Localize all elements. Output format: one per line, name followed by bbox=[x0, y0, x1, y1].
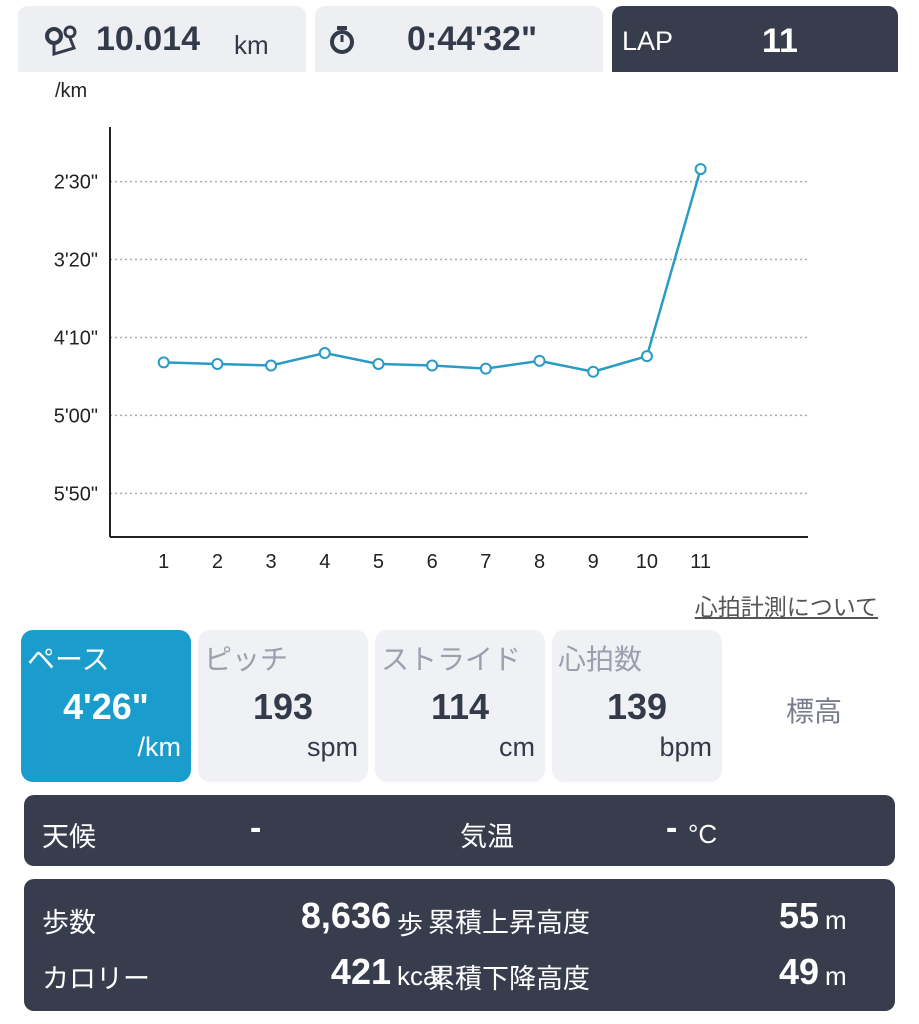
tab-unit: spm bbox=[306, 732, 358, 762]
distance-icon bbox=[45, 25, 77, 57]
tab-value: 193 bbox=[252, 686, 314, 727]
tab-value: 4'26" bbox=[63, 686, 149, 727]
y-tick-label: 4'10" bbox=[54, 327, 98, 349]
stat-unit: 歩 bbox=[397, 910, 424, 940]
stat-unit: m bbox=[825, 905, 847, 935]
x-tick-label: 6 bbox=[427, 551, 438, 573]
lap-number: 11 bbox=[762, 22, 798, 60]
tab-label: 心拍数 bbox=[558, 644, 643, 675]
stat-value-wrap: 8,636 歩 bbox=[300, 895, 423, 940]
x-tick-label: 3 bbox=[266, 551, 277, 573]
x-tick-label: 7 bbox=[480, 551, 491, 573]
y-unit: /km bbox=[55, 80, 87, 102]
stopwatch-icon bbox=[330, 26, 354, 54]
temp-label: 気温 bbox=[460, 822, 514, 852]
pace-point bbox=[318, 347, 331, 360]
stat-label: 歩数 bbox=[42, 908, 96, 938]
pace-point bbox=[533, 354, 546, 367]
time-card: 0:44'32" bbox=[315, 6, 603, 72]
stat-value: 49 bbox=[778, 951, 819, 992]
tab-unit: cm bbox=[499, 732, 535, 762]
x-tick-label: 1 bbox=[158, 551, 169, 573]
tab-unit: /km bbox=[137, 732, 182, 762]
stat-value: 55 bbox=[778, 895, 819, 936]
weather-label: 天候 bbox=[42, 822, 96, 852]
stat-label: 累積上昇高度 bbox=[428, 908, 590, 938]
metric-tab[interactable]: 心拍数 139 bpm bbox=[552, 630, 722, 782]
heart-rate-link[interactable]: 心拍計測について bbox=[694, 594, 878, 620]
stat-unit: m bbox=[825, 961, 847, 991]
metric-tab[interactable]: ピッチ 193 spm bbox=[198, 630, 368, 782]
temp-unit: °C bbox=[688, 819, 718, 849]
stat-value-wrap: 55 m bbox=[778, 895, 847, 937]
x-tick-label: 10 bbox=[636, 551, 658, 573]
pace-point bbox=[265, 359, 278, 372]
x-tick-label: 4 bbox=[319, 551, 330, 573]
stat-label: カロリー bbox=[42, 964, 150, 994]
stat-unit: kcal bbox=[397, 961, 444, 991]
weather-panel: 天候 - 気温 - °C bbox=[24, 795, 895, 866]
x-tick-label: 2 bbox=[212, 551, 223, 573]
elapsed-time: 0:44'32" bbox=[407, 20, 538, 58]
tab-label: ピッチ bbox=[204, 644, 289, 675]
tab-value: 114 bbox=[430, 686, 490, 727]
x-tick-label: 11 bbox=[690, 551, 711, 573]
distance-unit: km bbox=[234, 30, 269, 60]
tab-value: 139 bbox=[606, 686, 668, 727]
tab-label: ストライド bbox=[381, 644, 522, 675]
stat-label: 累積下降高度 bbox=[428, 964, 590, 994]
pace-point bbox=[372, 357, 385, 370]
stat-value: 8,636 bbox=[300, 895, 391, 936]
pace-point bbox=[640, 350, 653, 363]
y-tick-label: 5'50" bbox=[54, 483, 98, 505]
pace-point bbox=[426, 359, 439, 372]
pace-point bbox=[694, 163, 707, 176]
x-tick-label: 5 bbox=[373, 551, 384, 573]
x-tick-label: 9 bbox=[588, 551, 599, 573]
distance: 10.014 bbox=[96, 20, 200, 58]
metric-tab[interactable]: ペース 4'26" /km bbox=[21, 630, 191, 782]
y-tick-label: 5'00" bbox=[54, 405, 98, 427]
stat-value-wrap: 421 kcal bbox=[330, 951, 443, 993]
tab-label: ペース bbox=[27, 644, 110, 675]
pace-point bbox=[587, 365, 600, 378]
pace-point bbox=[211, 357, 224, 370]
stats-panel: 歩数 8,636 歩累積上昇高度 55 m カロリー 421 kcal 累積下降高度 49 m bbox=[24, 879, 895, 1011]
stat-value-wrap: 49 m bbox=[778, 951, 847, 993]
y-tick-label: 3'20" bbox=[54, 250, 98, 272]
lap-label: LAP bbox=[622, 26, 674, 56]
pace-point bbox=[157, 356, 170, 369]
pace-chart: /km 2'30" 3'20" 4'10" 5'00" 5'50" 1 2 3 4 5 6 7 8 9 10… bbox=[54, 80, 808, 573]
tab-plain[interactable]: 標高 bbox=[785, 696, 842, 727]
y-tick-label: 2'30" bbox=[54, 172, 98, 194]
distance-card: 10.014 km bbox=[18, 6, 306, 72]
tab-unit: bpm bbox=[659, 732, 712, 762]
pace-line bbox=[163, 168, 702, 374]
x-tick-label: 8 bbox=[534, 551, 545, 573]
stat-value: 421 bbox=[330, 951, 391, 992]
metric-tab[interactable]: ストライド 114 cm bbox=[375, 630, 545, 782]
pace-point bbox=[479, 362, 492, 375]
lap-card[interactable]: LAP 11 bbox=[612, 6, 898, 72]
weather-value: - bbox=[250, 809, 262, 847]
temp-value: - bbox=[666, 809, 678, 847]
